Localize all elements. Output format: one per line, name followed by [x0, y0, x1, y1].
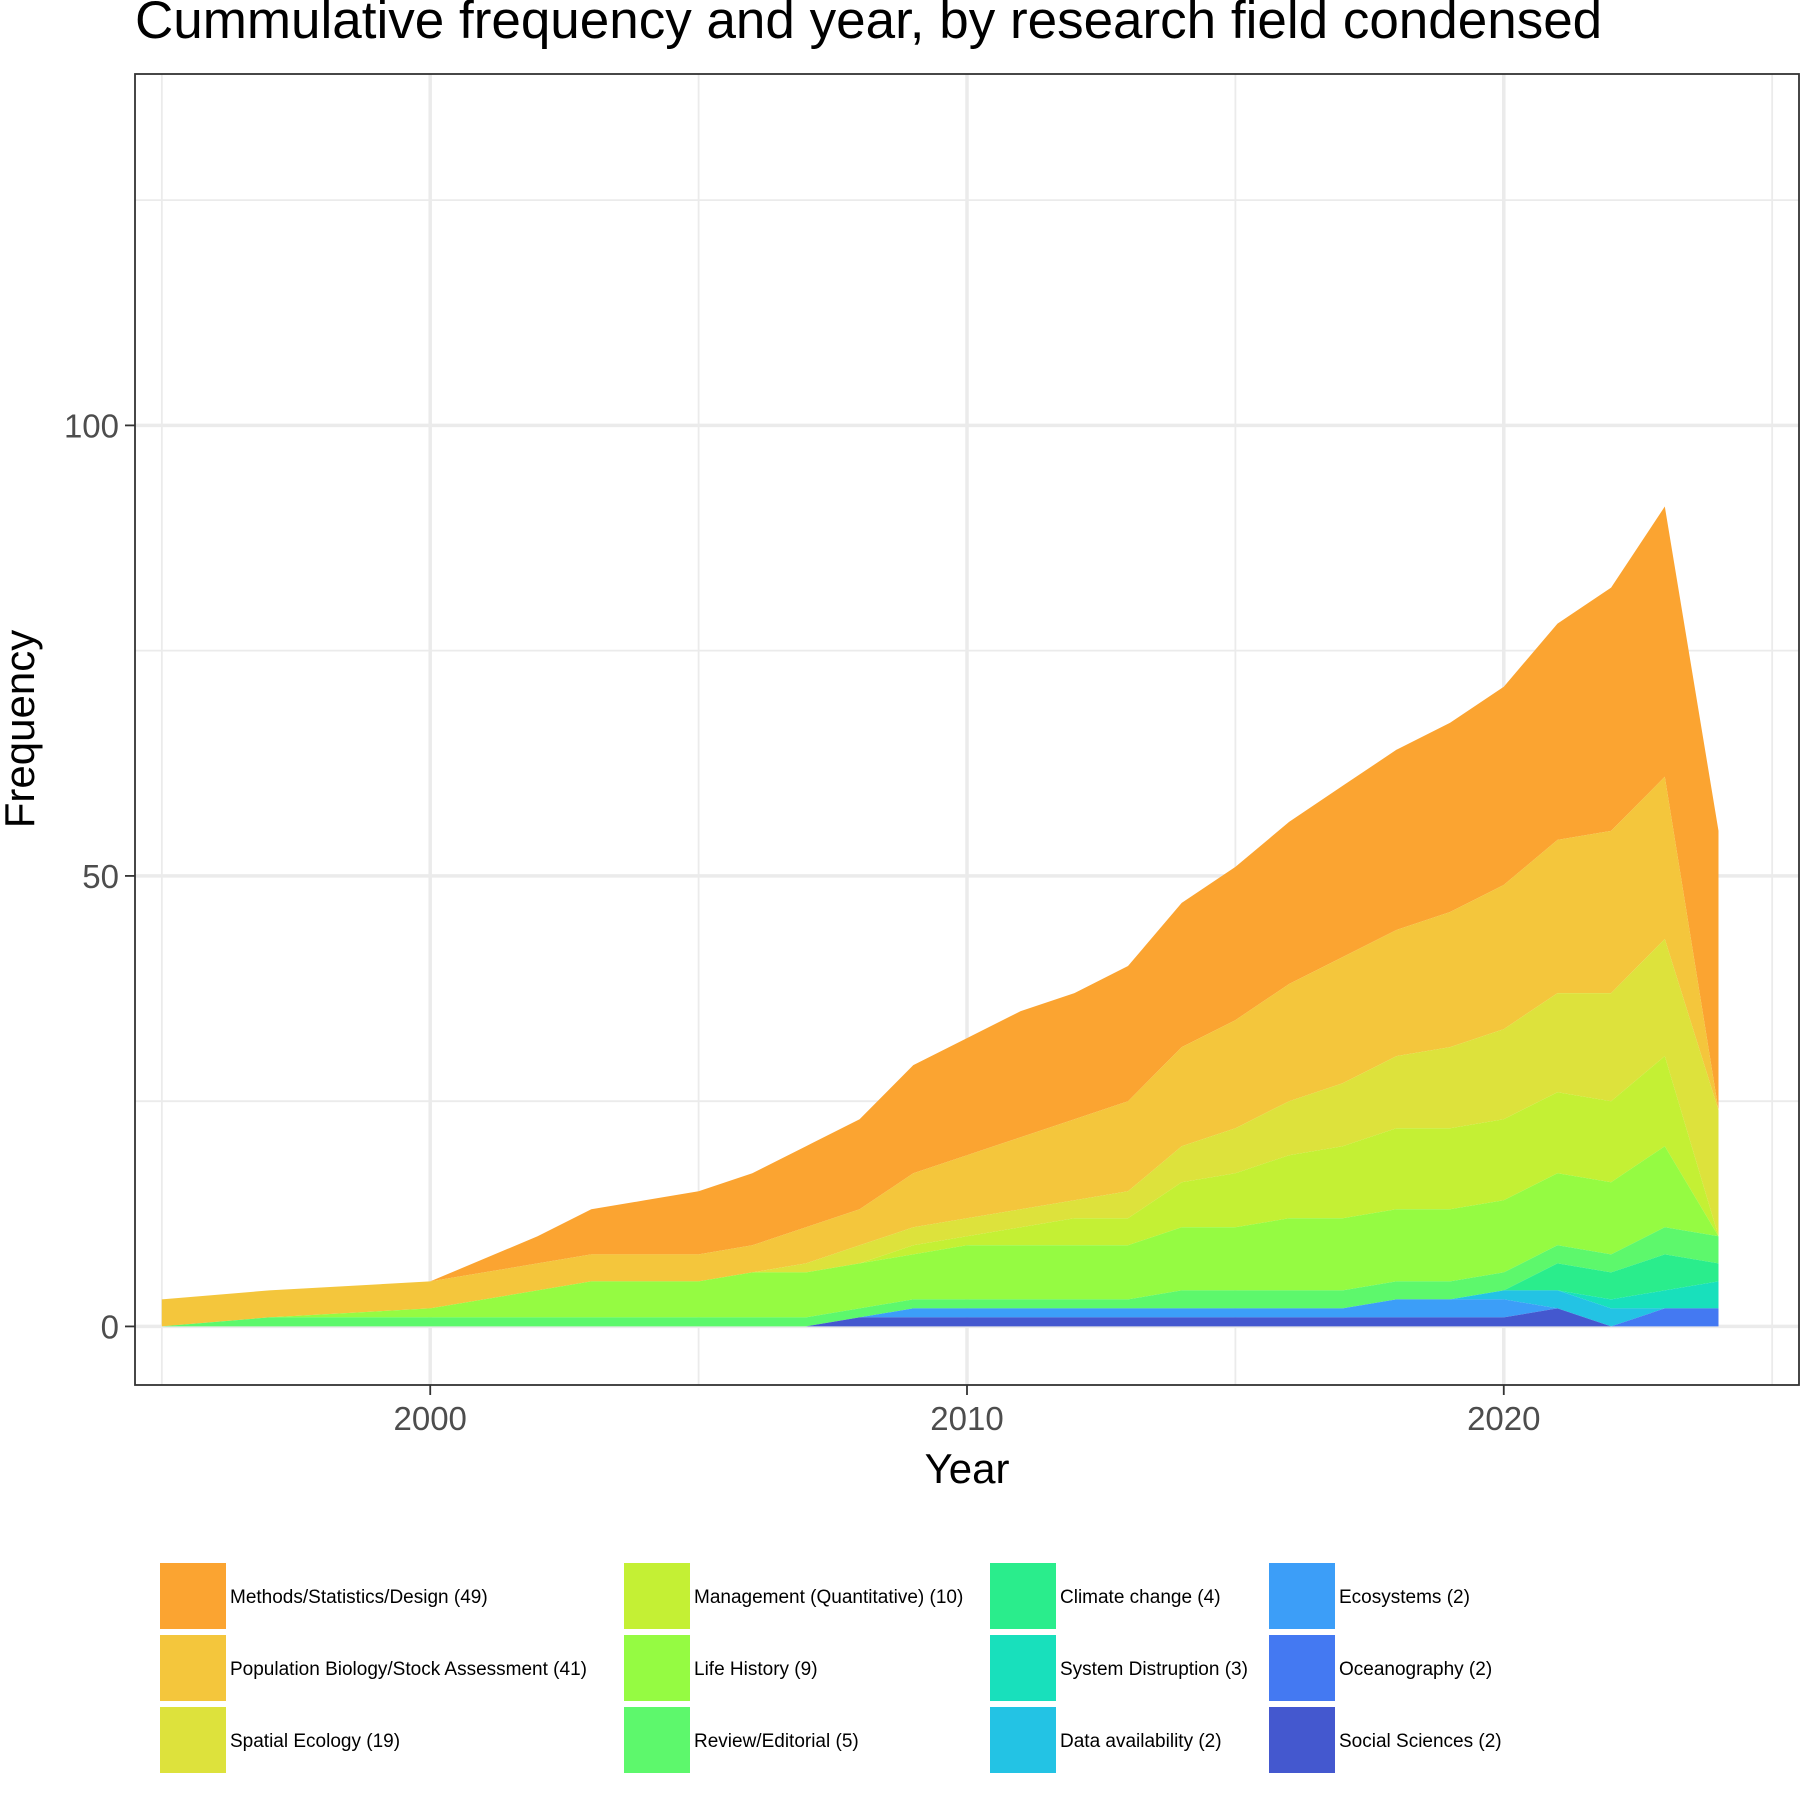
area-series-0 — [161, 506, 1719, 1300]
area-series-3 — [161, 1056, 1719, 1327]
plot-area — [161, 506, 1719, 1327]
area-series-4 — [161, 1146, 1719, 1327]
chart-title: Cummulative frequency and year, by resea… — [135, 0, 1602, 50]
legend-swatch-7 — [990, 1635, 1056, 1701]
legend-swatch-3 — [624, 1563, 690, 1629]
area-series-1 — [161, 776, 1719, 1327]
area-series-11 — [161, 1308, 1719, 1327]
y-axis-title: Frequency — [0, 630, 43, 828]
legend-label-3: Management (Quantitative) (10) — [694, 1587, 963, 1608]
legend-label-6: Climate change (4) — [1060, 1587, 1221, 1608]
x-axis: 2000 2010 2020 — [394, 1385, 1540, 1437]
legend-swatch-1 — [160, 1635, 226, 1701]
area-series-9 — [161, 1299, 1719, 1327]
y-tick-label: 50 — [82, 858, 119, 895]
area-series-8 — [161, 1290, 1719, 1327]
legend-label-0: Methods/Statistics/Design (49) — [230, 1587, 488, 1608]
legend-label-11: Social Sciences (2) — [1339, 1731, 1502, 1752]
legend-label-7: System Distruption (3) — [1060, 1659, 1248, 1680]
legend-label-9: Ecosystems (2) — [1339, 1587, 1470, 1608]
legend: Methods/Statistics/Design (49) Population… — [160, 1563, 1502, 1773]
legend-swatch-2 — [160, 1707, 226, 1773]
x-axis-title: Year — [925, 1445, 1010, 1492]
y-axis: 0 50 100 — [64, 407, 135, 1345]
legend-label-4: Life History (9) — [694, 1659, 818, 1680]
x-tick-label: 2000 — [394, 1400, 467, 1437]
legend-swatch-8 — [990, 1707, 1056, 1773]
legend-swatch-4 — [624, 1635, 690, 1701]
y-tick-label: 100 — [64, 407, 119, 444]
legend-label-8: Data availability (2) — [1060, 1731, 1222, 1752]
legend-swatch-11 — [1269, 1707, 1335, 1773]
legend-label-2: Spatial Ecology (19) — [230, 1731, 400, 1752]
legend-swatch-5 — [624, 1707, 690, 1773]
legend-label-10: Oceanography (2) — [1339, 1659, 1492, 1680]
area-series-5 — [161, 1227, 1719, 1327]
legend-swatch-0 — [160, 1563, 226, 1629]
legend-swatch-6 — [990, 1563, 1056, 1629]
legend-swatch-10 — [1269, 1635, 1335, 1701]
legend-label-5: Review/Editorial (5) — [694, 1731, 859, 1752]
y-tick-label: 0 — [101, 1308, 119, 1345]
legend-swatch-9 — [1269, 1563, 1335, 1629]
legend-label-1: Population Biology/Stock Assessment (41) — [230, 1659, 587, 1680]
x-tick-label: 2010 — [930, 1400, 1003, 1437]
x-tick-label: 2020 — [1467, 1400, 1540, 1437]
